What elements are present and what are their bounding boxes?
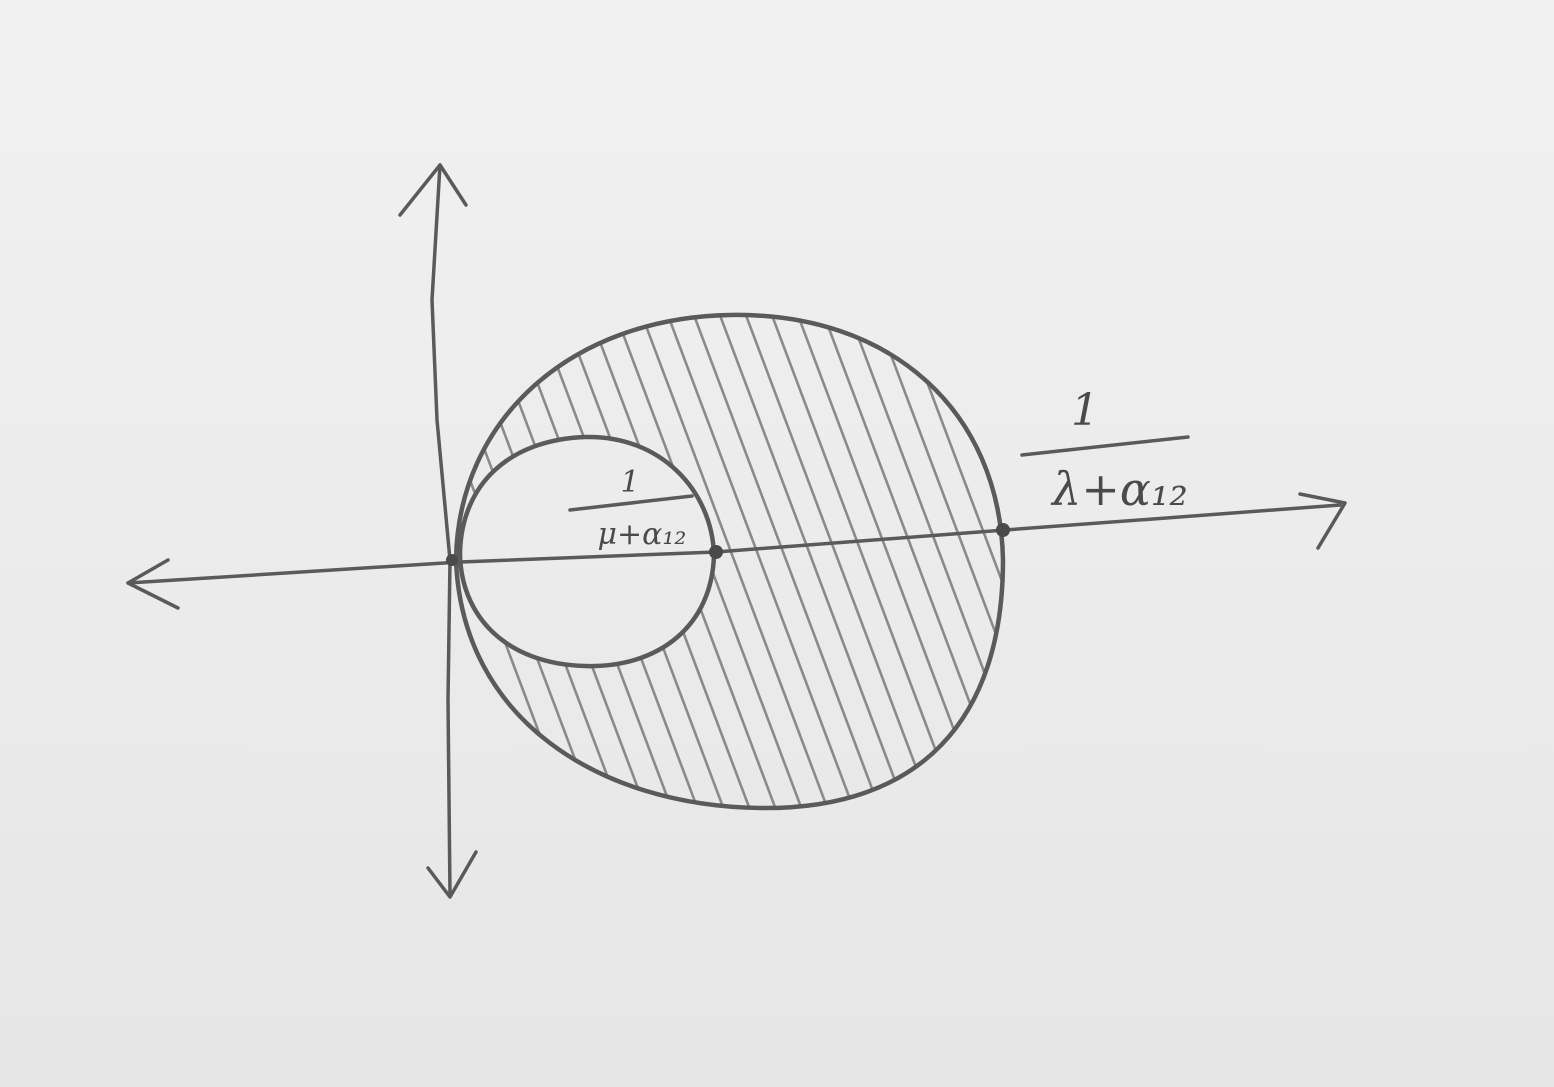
hatch-stroke xyxy=(794,314,988,809)
outer-circle xyxy=(453,312,1006,811)
horizontal-axis xyxy=(126,503,1342,585)
left-arrowhead xyxy=(126,558,180,610)
hatch-stroke xyxy=(846,314,1003,809)
outer-label-fraction-bar xyxy=(1020,435,1190,457)
hatch-stroke xyxy=(560,314,754,809)
hatch-stroke xyxy=(690,314,884,809)
hatch-stroke xyxy=(508,314,702,809)
hatch-stroke xyxy=(1030,310,1220,815)
hatch-stroke xyxy=(586,314,780,809)
hatch-stroke xyxy=(534,314,728,809)
hatch-stroke xyxy=(872,314,1003,809)
hatch-stroke xyxy=(638,314,832,809)
inner-label-fraction-bar xyxy=(568,494,694,512)
hatch-stroke xyxy=(716,314,910,809)
down-arrowhead xyxy=(426,850,478,899)
hatch-stroke xyxy=(768,314,962,809)
outer-label-numerator: 1 xyxy=(1071,385,1099,436)
hatch-stroke xyxy=(742,314,936,809)
hatch-stroke xyxy=(612,314,806,809)
hatch-stroke xyxy=(664,314,858,809)
hatch-stroke xyxy=(898,314,1003,809)
hatch-stroke xyxy=(482,314,676,809)
inner-label-denominator: μ+α₁₂ xyxy=(598,517,687,552)
vertical-axis xyxy=(430,163,452,897)
hatch-stroke xyxy=(820,314,1003,809)
origin-point xyxy=(446,554,458,566)
outer-intercept-point xyxy=(996,523,1010,537)
shaded-region xyxy=(456,310,1220,815)
inner-intercept-point xyxy=(709,545,723,559)
hatch-stroke xyxy=(950,314,1003,809)
outer-label-denominator: λ+α₁₂ xyxy=(1050,462,1188,516)
right-arrowhead xyxy=(1298,492,1347,550)
up-arrowhead xyxy=(398,163,468,217)
hatch-stroke xyxy=(1002,314,1003,809)
inner-label-numerator: 1 xyxy=(620,465,639,500)
inner-circle xyxy=(457,434,717,669)
